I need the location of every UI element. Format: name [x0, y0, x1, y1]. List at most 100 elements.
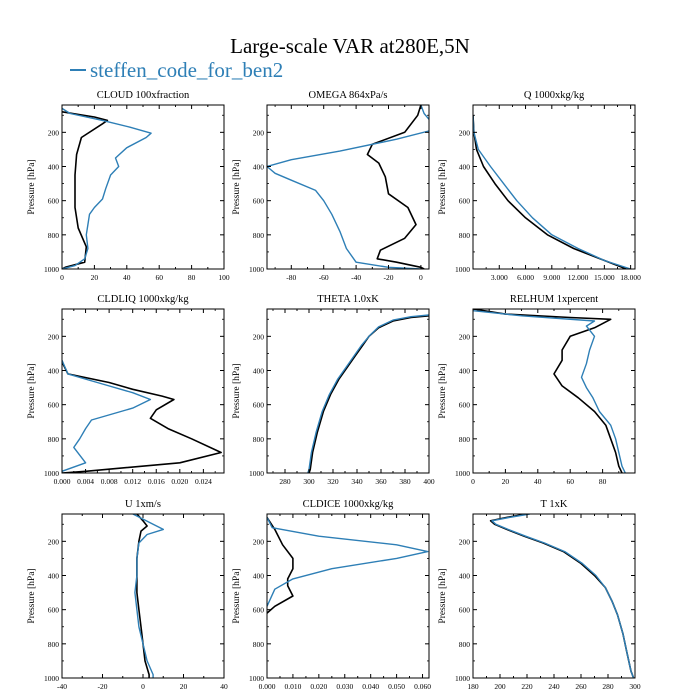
series-control-line — [473, 309, 623, 473]
y-tick-label: 200 — [253, 128, 265, 137]
x-tick-label: 0.020 — [310, 682, 327, 691]
x-tick-label: 0.030 — [336, 682, 353, 691]
panel-title: CLDLIQ 1000xkg/kg — [97, 294, 189, 305]
y-tick-label: 800 — [48, 640, 60, 649]
panel-title: U 1xm/s — [125, 499, 161, 510]
y-tick-label: 200 — [48, 332, 60, 341]
x-tick-label: 12.000 — [568, 273, 589, 282]
series-test-line — [267, 517, 429, 607]
panel-3: CLDLIQ 1000xkg/kg Pressure [hPa] 200 400 600… — [27, 294, 225, 486]
x-tick-label: 280 — [602, 682, 614, 691]
x-tick-label: 15.000 — [594, 273, 615, 282]
x-tick-label: 9.000 — [543, 273, 560, 282]
y-axis-label: Pressure [hPa] — [438, 363, 448, 418]
legend-swatch — [70, 69, 86, 72]
y-tick-label: 600 — [459, 606, 471, 615]
x-tick-label: 0.040 — [362, 682, 379, 691]
series-control-line — [62, 111, 109, 269]
y-tick-label: 400 — [48, 367, 60, 376]
x-tick-label: 320 — [327, 477, 339, 486]
x-tick-label: 20 — [180, 682, 188, 691]
y-tick-label: 800 — [459, 435, 471, 444]
x-tick-label: 280 — [279, 477, 291, 486]
x-tick-label: 400 — [423, 477, 435, 486]
x-tick-label: 0.016 — [148, 477, 165, 486]
x-tick-label: 3.000 — [491, 273, 508, 282]
legend-label: steffen_code_for_ben2 — [90, 58, 284, 82]
series-control-line — [308, 315, 429, 473]
y-tick-label: 200 — [253, 537, 265, 546]
x-tick-label: 0.004 — [77, 477, 94, 486]
plot-frame — [472, 308, 636, 474]
x-tick-label: 220 — [521, 682, 533, 691]
x-tick-label: -40 — [351, 273, 361, 282]
x-tick-label: 6.000 — [517, 273, 534, 282]
plot-frame — [61, 104, 225, 270]
series-control-line — [366, 105, 425, 269]
y-tick-label: 600 — [459, 197, 471, 206]
legend: steffen_code_for_ben2 — [70, 58, 283, 82]
x-tick-label: 0.060 — [414, 682, 431, 691]
x-tick-label: -80 — [286, 273, 296, 282]
y-tick-label: 800 — [459, 640, 471, 649]
panel-title: T 1xK — [541, 499, 568, 510]
y-tick-label: 800 — [253, 640, 265, 649]
y-tick-label: 200 — [48, 128, 60, 137]
x-tick-label: 0.012 — [124, 477, 141, 486]
panel-title: THETA 1.0xK — [317, 294, 379, 305]
panel-title: CLOUD 100xfraction — [97, 90, 190, 101]
x-tick-label: 0 — [419, 273, 423, 282]
x-tick-label: 60 — [566, 477, 574, 486]
series-test-line — [62, 360, 152, 473]
y-tick-label: 800 — [48, 435, 60, 444]
y-tick-label: 1000 — [455, 469, 470, 478]
y-tick-label: 600 — [459, 401, 471, 410]
x-tick-label: 0.000 — [259, 682, 276, 691]
y-tick-label: 1000 — [249, 469, 264, 478]
y-tick-label: 200 — [253, 332, 265, 341]
plot-frame — [266, 513, 430, 679]
x-tick-label: 0.050 — [388, 682, 405, 691]
series-test-line — [132, 514, 164, 678]
x-tick-label: 100 — [218, 273, 230, 282]
y-tick-label: 1000 — [44, 674, 59, 683]
y-axis-label: Pressure [hPa] — [27, 363, 37, 418]
x-tick-label: 0.024 — [195, 477, 212, 486]
panel-2: Q 1000xkg/kg Pressure [hPa] 200 400 600 800 10… — [438, 90, 641, 282]
series-test-line — [491, 514, 635, 678]
series-test-line — [473, 115, 631, 269]
panel-title: OMEGA 864xPa/s — [308, 90, 387, 101]
series-test-line — [267, 105, 429, 269]
panel-title: RELHUM 1xpercent — [510, 294, 598, 305]
panel-1: OMEGA 864xPa/s Pressure [hPa] 200 400 600 800… — [232, 90, 430, 282]
y-axis-label: Pressure [hPa] — [232, 363, 242, 418]
y-axis-label: Pressure [hPa] — [438, 159, 448, 214]
x-tick-label: 0.010 — [284, 682, 301, 691]
x-tick-label: 200 — [494, 682, 506, 691]
x-tick-label: -40 — [57, 682, 67, 691]
y-tick-label: 400 — [459, 572, 471, 581]
x-tick-label: -20 — [98, 682, 108, 691]
y-tick-label: 800 — [253, 435, 265, 444]
series-control-line — [473, 115, 627, 269]
x-tick-label: 80 — [188, 273, 196, 282]
x-tick-label: 340 — [351, 477, 363, 486]
y-tick-label: 800 — [48, 231, 60, 240]
y-tick-label: 600 — [48, 197, 60, 206]
y-tick-label: 1000 — [249, 265, 264, 274]
x-tick-label: 80 — [599, 477, 607, 486]
y-axis-label: Pressure [hPa] — [27, 159, 37, 214]
x-tick-label: -20 — [384, 273, 394, 282]
series-control-line — [267, 516, 294, 614]
series-control-line — [489, 514, 635, 678]
y-tick-label: 1000 — [249, 674, 264, 683]
panel-title: Q 1000xkg/kg — [524, 90, 585, 101]
y-axis-label: Pressure [hPa] — [232, 568, 242, 623]
x-tick-label: 0 — [141, 682, 145, 691]
y-tick-label: 600 — [48, 401, 60, 410]
